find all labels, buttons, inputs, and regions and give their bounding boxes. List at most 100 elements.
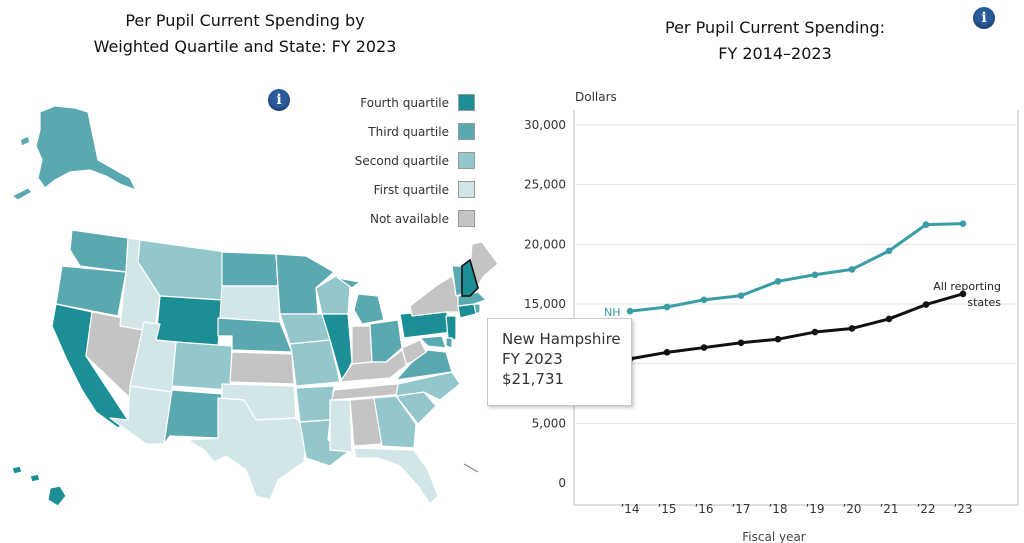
- legend-item-second-quartile[interactable]: Second quartile: [330, 146, 475, 175]
- nh-data-point: [811, 271, 819, 279]
- nh-data-point: [663, 303, 671, 311]
- nh-data-point: [848, 266, 856, 273]
- legend-label: First quartile: [373, 182, 449, 197]
- state-missouri[interactable]: [289, 339, 341, 387]
- tooltip-year: FY 2023: [502, 350, 563, 368]
- nh-data-point: [774, 278, 782, 285]
- state-new-mexico[interactable]: [163, 389, 223, 445]
- chart-title-line2: FY 2014–2023: [718, 44, 832, 63]
- nh-data-point: [737, 292, 745, 299]
- nh-data-point: [922, 221, 930, 228]
- all-states-data-point: [848, 325, 856, 332]
- chart-title: Per Pupil Current Spending: FY 2014–2023: [590, 15, 960, 67]
- chart-title-line1: Per Pupil Current Spending:: [665, 18, 885, 37]
- legend-label: Not available: [369, 211, 449, 226]
- legend-swatch: [458, 123, 475, 140]
- all-states-data-point: [811, 328, 819, 336]
- y-tick-label: 15,000: [524, 297, 566, 311]
- all-states-label-line1: All reporting: [933, 280, 1001, 293]
- x-tick-label: ’17: [731, 502, 750, 516]
- state-ohio[interactable]: [369, 319, 403, 363]
- nh-series-line: [629, 222, 964, 313]
- legend-swatch: [458, 210, 475, 227]
- y-tick-label: 5,000: [532, 416, 566, 430]
- y-tick-label: 20,000: [524, 237, 566, 251]
- legend-swatch: [458, 152, 475, 169]
- state-minnesota[interactable]: [275, 253, 335, 315]
- state-colorado[interactable]: [171, 341, 233, 391]
- nh-data-point: [959, 220, 967, 227]
- state-georgia[interactable]: [373, 395, 417, 449]
- y-tick-label: 25,000: [524, 178, 566, 192]
- state-south-dakota[interactable]: [219, 285, 281, 323]
- y-axis-title: Dollars: [575, 90, 617, 104]
- chart-info-icon[interactable]: i: [973, 7, 995, 29]
- x-tick-label: ’18: [768, 502, 787, 516]
- state-virginia[interactable]: [395, 349, 453, 381]
- state-new-jersey[interactable]: [445, 315, 457, 341]
- state-indiana[interactable]: [351, 325, 373, 365]
- x-tick-label: ’14: [620, 502, 639, 516]
- y-tick-label: 30,000: [524, 118, 566, 132]
- legend-item-first-quartile[interactable]: First quartile: [330, 175, 475, 204]
- legend-swatch: [458, 94, 475, 111]
- all-states-series-line: [629, 292, 964, 361]
- all-states-data-point: [922, 301, 930, 308]
- x-tick-labels: ’14 ’15 ’16 ’17 ’18 ’19 ’20 ’21 ’22 ’23: [620, 502, 972, 516]
- state-new-hampshire[interactable]: [461, 258, 479, 297]
- all-states-data-point: [737, 339, 745, 347]
- legend-label: Fourth quartile: [360, 95, 449, 110]
- x-tick-label: ’20: [842, 502, 861, 516]
- state-maryland[interactable]: [419, 335, 447, 349]
- tooltip: New Hampshire FY 2023 $21,731: [487, 318, 632, 406]
- x-axis-title: Fiscal year: [742, 530, 806, 543]
- x-tick-label: ’22: [916, 502, 935, 516]
- state-arkansas[interactable]: [295, 385, 335, 423]
- nh-data-point: [626, 307, 634, 315]
- legend-label: Second quartile: [354, 153, 449, 168]
- state-alaska[interactable]: [35, 105, 137, 191]
- nh-series-label: NH: [604, 306, 621, 319]
- x-tick-label: ’15: [657, 502, 676, 516]
- legend-swatch: [458, 181, 475, 198]
- nh-data-point: [700, 296, 708, 304]
- map-title: Per Pupil Current Spending by Weighted Q…: [40, 8, 450, 60]
- state-nebraska[interactable]: [217, 317, 293, 353]
- line-chart: Dollars 05,00010,00015,00020,00025,00030…: [524, 90, 1019, 543]
- state-kansas[interactable]: [229, 351, 295, 385]
- legend-label: Third quartile: [368, 124, 449, 139]
- state-oregon[interactable]: [55, 265, 127, 317]
- state-florida[interactable]: [353, 447, 439, 505]
- state-mississippi[interactable]: [329, 399, 353, 453]
- legend-item-not-available[interactable]: Not available: [330, 204, 475, 233]
- state-texas[interactable]: [187, 397, 307, 501]
- map-legend: Fourth quartile Third quartile Second qu…: [330, 88, 475, 233]
- map-pointer-line: [463, 463, 479, 473]
- state-rhode-island[interactable]: [473, 303, 481, 315]
- x-tick-label: ’19: [805, 502, 824, 516]
- state-washington[interactable]: [69, 229, 129, 273]
- map-title-line1: Per Pupil Current Spending by: [125, 11, 365, 30]
- legend-item-fourth-quartile[interactable]: Fourth quartile: [330, 88, 475, 117]
- x-tick-label: ’23: [953, 502, 972, 516]
- legend-item-third-quartile[interactable]: Third quartile: [330, 117, 475, 146]
- series-lines: [629, 222, 964, 361]
- map-title-line2: Weighted Quartile and State: FY 2023: [93, 37, 397, 56]
- state-kentucky[interactable]: [339, 349, 409, 383]
- state-delaware[interactable]: [445, 337, 453, 349]
- state-hawaii[interactable]: [11, 465, 67, 507]
- x-tick-label: ’21: [879, 502, 898, 516]
- state-wyoming[interactable]: [155, 295, 223, 347]
- state-wisconsin[interactable]: [315, 275, 351, 315]
- state-west-virginia[interactable]: [401, 339, 427, 365]
- map-info-icon[interactable]: i: [268, 89, 290, 111]
- all-states-data-point: [700, 344, 708, 351]
- alaska-islands: [11, 135, 33, 201]
- state-michigan[interactable]: [337, 277, 385, 325]
- series-points: [626, 220, 967, 363]
- state-north-dakota[interactable]: [221, 251, 279, 287]
- tooltip-value: $21,731: [502, 370, 565, 388]
- all-states-data-point: [885, 315, 893, 323]
- us-choropleth-map[interactable]: [0, 100, 510, 520]
